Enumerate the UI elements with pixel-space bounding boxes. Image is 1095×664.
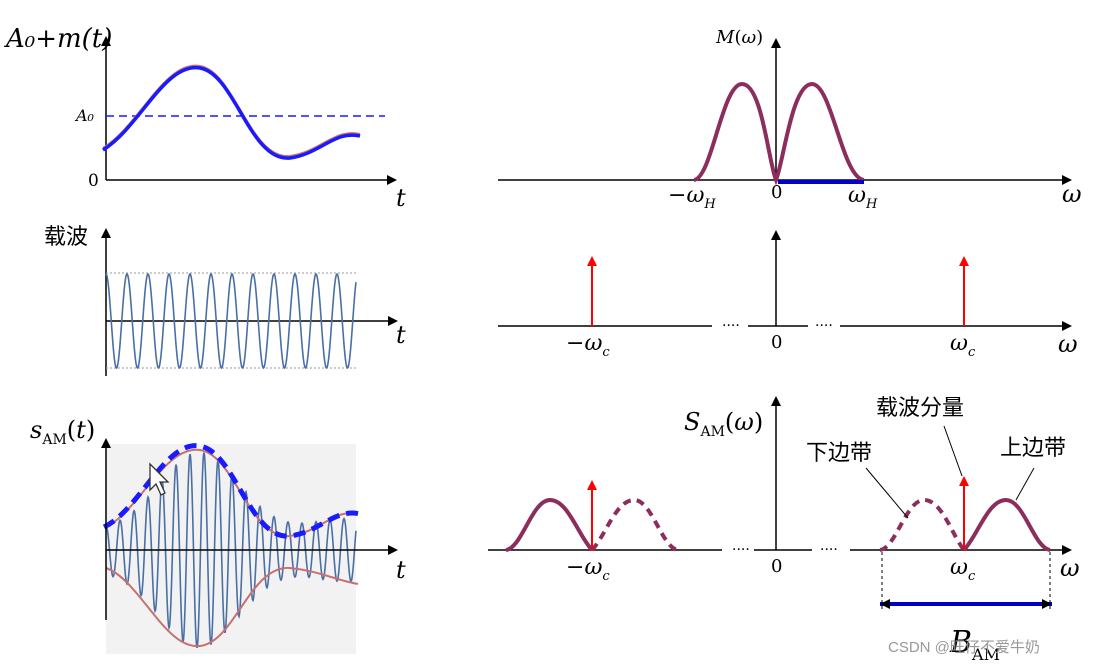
- mouse-cursor-icon: [149, 462, 170, 496]
- message-ylabel: A₀+m(t): [4, 24, 112, 54]
- car-spec-pos-label: ωc: [950, 331, 976, 360]
- am-spec-xlabel: ω: [1060, 554, 1080, 582]
- car-spec-xlabel: ω: [1058, 330, 1078, 358]
- msg-spectrum-curve: [693, 81, 865, 186]
- msg-spec-pos-label: ωH: [848, 183, 878, 212]
- am-lower-envelope: [105, 566, 359, 648]
- lower-sideband-leader: [865, 467, 909, 519]
- am-spec-neg-label: −ωc: [566, 555, 610, 584]
- am-spec-pos-label: ωc: [950, 555, 976, 584]
- am-spec-origin: 0: [771, 556, 782, 577]
- watermark: CSDN @旺仔不爱牛奶: [888, 639, 1040, 656]
- message-origin: 0: [88, 171, 99, 191]
- carrier-xlabel: t: [396, 321, 406, 349]
- am-spec-pos-upper-sideband: [962, 497, 1051, 552]
- carrier-component-label: 载波分量: [876, 396, 964, 421]
- msg-spec-xlabel: ω: [1062, 180, 1082, 208]
- carrier-wave: [105, 272, 357, 370]
- am-spec-ellipsis-1: ····: [732, 542, 750, 558]
- am-spec-ellipsis-2: ····: [820, 542, 838, 558]
- car-spec-ellipsis-1: ····: [722, 318, 740, 334]
- msg-spec-ylabel: M(ω): [715, 27, 763, 48]
- carrier-ylabel: 载波: [44, 225, 88, 250]
- upper-sideband-label: 上边带: [1000, 436, 1066, 461]
- message-spectrum-panel: M(ω) −ωH 0 ωH ω: [498, 27, 1082, 212]
- am-spectrum-panel: ···· ···· SAM(ω) 载波分量 下边带 上边带 −ωc 0 ωc ω…: [488, 396, 1080, 664]
- msg-spec-origin: 0: [771, 182, 782, 203]
- car-spec-neg-label: −ωc: [566, 331, 610, 360]
- message-a0-label: A₀: [74, 106, 95, 125]
- car-spec-origin: 0: [771, 332, 782, 353]
- message-curve: [102, 66, 361, 160]
- am-spec-pos-lower-sideband: [879, 497, 966, 552]
- am-signal-panel: sAM(t) t: [30, 416, 406, 654]
- carrier-spectrum-panel: ···· ···· −ωc 0 ωc ω: [498, 230, 1078, 360]
- lower-sideband-label: 下边带: [806, 441, 872, 466]
- msg-spec-neg-label: −ωH: [668, 183, 716, 212]
- message-xlabel: t: [396, 184, 406, 212]
- bandwidth-arrow-left: [880, 599, 890, 609]
- carrier-panel: 载波 t: [44, 225, 406, 376]
- message-panel: A₀+m(t) A₀ 0 t: [4, 24, 406, 212]
- am-xlabel: t: [396, 556, 406, 584]
- am-spec-ylabel: SAM(ω): [684, 408, 763, 440]
- am-ylabel: sAM(t): [30, 416, 95, 448]
- bandwidth-label: BAM: [949, 625, 1000, 664]
- am-envelope-dashed: [102, 443, 361, 539]
- upper-sideband-leader: [1015, 467, 1035, 501]
- car-spec-ellipsis-2: ····: [815, 318, 833, 334]
- carrier-component-leader: [943, 425, 963, 477]
- bandwidth-arrow-right: [1042, 599, 1052, 609]
- am-spec-neg-lower-sideband: [590, 497, 679, 552]
- am-spec-neg-upper-sideband: [505, 497, 594, 552]
